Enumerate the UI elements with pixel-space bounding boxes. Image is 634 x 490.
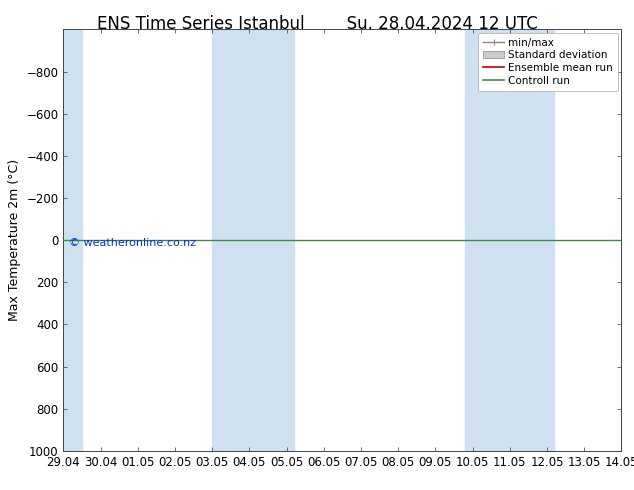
Text: ENS Time Series Istanbul        Su. 28.04.2024 12 UTC: ENS Time Series Istanbul Su. 28.04.2024 … — [96, 15, 538, 33]
Legend: min/max, Standard deviation, Ensemble mean run, Controll run: min/max, Standard deviation, Ensemble me… — [478, 32, 618, 91]
Bar — [45, 29, 82, 451]
Text: © weatheronline.co.nz: © weatheronline.co.nz — [69, 238, 196, 248]
Bar — [465, 29, 554, 451]
Bar — [212, 29, 294, 451]
Y-axis label: Max Temperature 2m (°C): Max Temperature 2m (°C) — [8, 159, 21, 321]
